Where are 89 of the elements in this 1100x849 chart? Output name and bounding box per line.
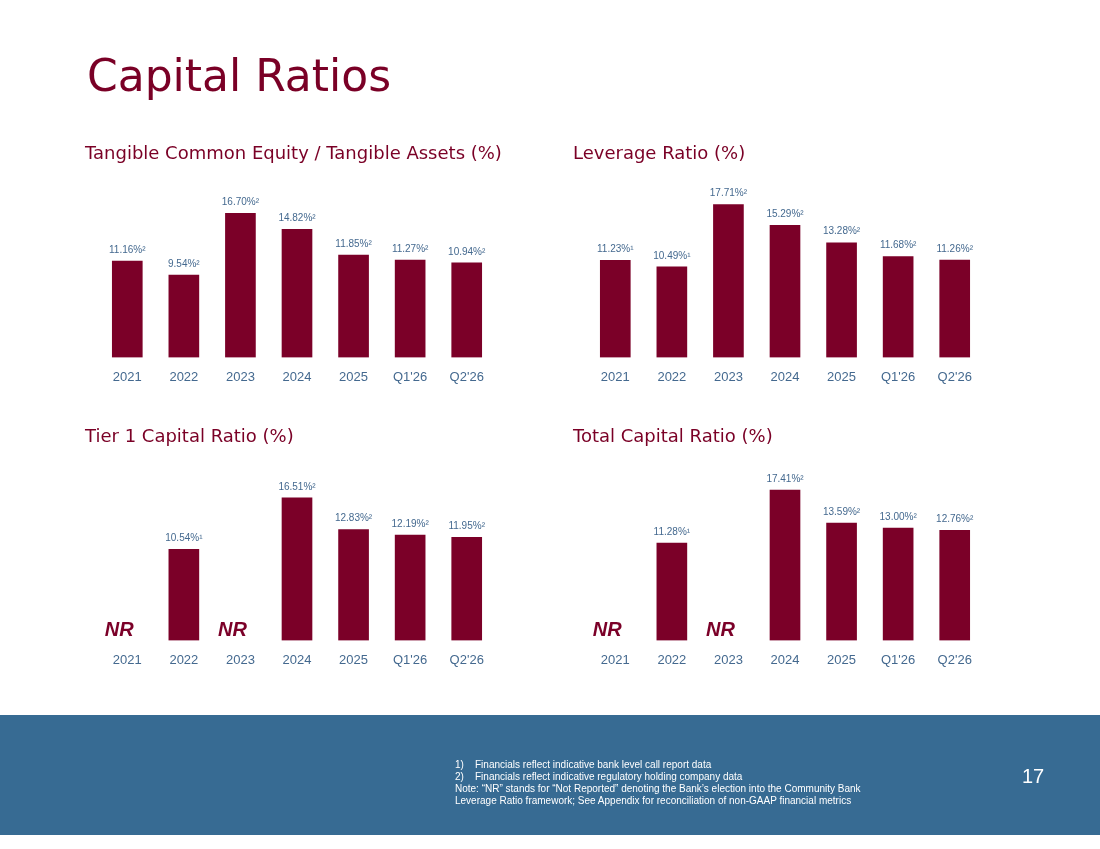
data-label: 11.16%² (109, 243, 147, 255)
x-tick-label: Q1'26 (392, 368, 428, 384)
bar (769, 489, 801, 641)
x-tick-label: 2022 (169, 651, 199, 667)
bar (451, 262, 483, 358)
data-label: 12.83%² (334, 512, 373, 524)
bar (826, 242, 857, 358)
x-tick-label: 2021 (600, 651, 630, 667)
data-label: 12.76%² (936, 512, 975, 524)
x-tick-label: 2025 (827, 368, 857, 384)
bar (225, 212, 256, 358)
x-tick-label: 2021 (600, 368, 630, 384)
bar (338, 254, 369, 358)
x-tick-label: Q1'26 (880, 651, 916, 667)
bar (939, 259, 971, 358)
data-label: 10.94%² (448, 245, 487, 257)
data-label: 16.51%² (278, 480, 317, 492)
data-label: 9.54%² (168, 257, 201, 269)
text: 1) Financials reflect indicative bank level call report data (455, 759, 713, 771)
data-label: 17.71%² (709, 187, 748, 199)
x-tick-label: 2024 (282, 368, 312, 384)
x-tick-label: 2025 (827, 651, 857, 667)
x-tick-label: 2023 (713, 651, 743, 667)
x-tick-label: 2023 (225, 368, 255, 384)
x-tick-label: 2025 (339, 368, 369, 384)
data-label: 13.28%² (822, 225, 861, 237)
data-label: 10.49%¹ (653, 249, 692, 261)
bar (826, 522, 857, 641)
text: NR (592, 617, 622, 640)
x-tick-label: 2023 (225, 651, 255, 667)
x-tick-label: 2024 (770, 368, 800, 384)
data-label: 11.27%² (391, 242, 430, 254)
data-label: 11.26%² (936, 242, 974, 254)
text: Capital Ratios (87, 50, 392, 101)
data-label: 14.82%² (278, 212, 317, 224)
data-label: 13.00%² (879, 510, 918, 522)
chart-title: Tangible Common Equity / Tangible Assets (%) (85, 142, 503, 165)
x-tick-label: Q2'26 (937, 368, 972, 384)
x-tick-label: 2022 (657, 368, 687, 384)
data-label: 11.85%² (335, 237, 373, 249)
chart-title: Leverage Ratio (%) (573, 142, 747, 165)
chart-title: Tier 1 Capital Ratio (%) (85, 425, 295, 448)
text: NR (217, 617, 247, 640)
data-label: 16.70%² (221, 195, 260, 207)
x-tick-label: 2024 (770, 651, 800, 667)
bar (111, 260, 143, 358)
text: NR (104, 617, 134, 640)
bar (394, 259, 426, 358)
bar (338, 529, 369, 641)
x-tick-label: Q1'26 (880, 368, 916, 384)
x-tick-label: 2022 (169, 368, 199, 384)
bar (656, 542, 688, 641)
data-label: 10.54%¹ (165, 532, 204, 544)
data-label: 11.68%² (879, 239, 918, 251)
x-tick-label: 2023 (713, 368, 743, 384)
x-tick-label: 2022 (657, 651, 687, 667)
bar (281, 497, 313, 641)
data-label: 12.19%² (391, 517, 430, 529)
bar (599, 260, 631, 358)
data-label: 13.59%² (822, 505, 861, 517)
data-label: 11.23%¹ (597, 243, 635, 255)
text: 17 (1022, 765, 1045, 788)
x-tick-label: Q2'26 (449, 651, 484, 667)
data-label: 11.95%² (448, 519, 486, 531)
bar (281, 229, 313, 358)
bar (939, 529, 971, 641)
bar (882, 256, 914, 358)
bar (882, 527, 914, 641)
text: NR (705, 617, 735, 640)
bar (656, 266, 688, 358)
chart-title: Total Capital Ratio (%) (573, 425, 774, 448)
x-tick-label: Q2'26 (449, 368, 484, 384)
bar (769, 225, 801, 358)
x-tick-label: 2021 (112, 651, 142, 667)
x-tick-label: Q1'26 (392, 651, 428, 667)
bar (168, 274, 200, 358)
text: Note: “NR” stands for “Not Reported” denoting the Bank’s election into the Community Bank Leverage Ratio framework; See Appendix for reconciliation of non-GAAP financial metrics (455, 783, 862, 807)
x-tick-label: 2024 (282, 651, 312, 667)
data-label: 17.41%² (766, 472, 805, 484)
x-tick-label: Q2'26 (937, 651, 972, 667)
data-label: 15.29%² (766, 208, 805, 220)
text: 2) Financials reflect indicative regulatory holding company data (455, 771, 744, 783)
bar (168, 549, 200, 641)
bar (713, 204, 744, 358)
x-tick-label: 2025 (339, 651, 369, 667)
data-label: 11.28%¹ (653, 525, 691, 537)
bar (394, 534, 426, 641)
x-tick-label: 2021 (112, 368, 142, 384)
bar (451, 536, 483, 641)
